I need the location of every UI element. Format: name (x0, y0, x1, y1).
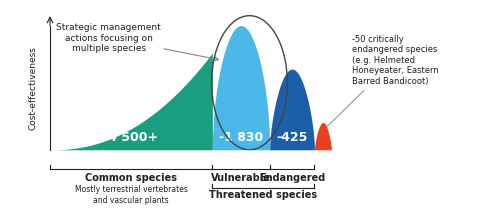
Text: Mostly terrestrial vertebrates
and vascular plants: Mostly terrestrial vertebrates and vascu… (74, 185, 188, 205)
Text: Strategic management
actions focusing on
multiple species: Strategic management actions focusing on… (56, 23, 218, 61)
Text: -1 830: -1 830 (218, 131, 263, 144)
Text: -50 critically
endangered species
(e.g. Helmeted
Honeyeater, Eastern
Barred Band: -50 critically endangered species (e.g. … (318, 35, 438, 135)
Text: Endangered: Endangered (259, 173, 325, 183)
Text: Common species: Common species (85, 173, 177, 183)
Text: Vulnerable: Vulnerable (211, 173, 271, 183)
Text: -425: -425 (276, 131, 308, 144)
Text: Threatened species: Threatened species (210, 190, 318, 201)
Text: Cost-effectiveness: Cost-effectiveness (28, 46, 38, 130)
Text: -4 500+: -4 500+ (103, 131, 158, 144)
